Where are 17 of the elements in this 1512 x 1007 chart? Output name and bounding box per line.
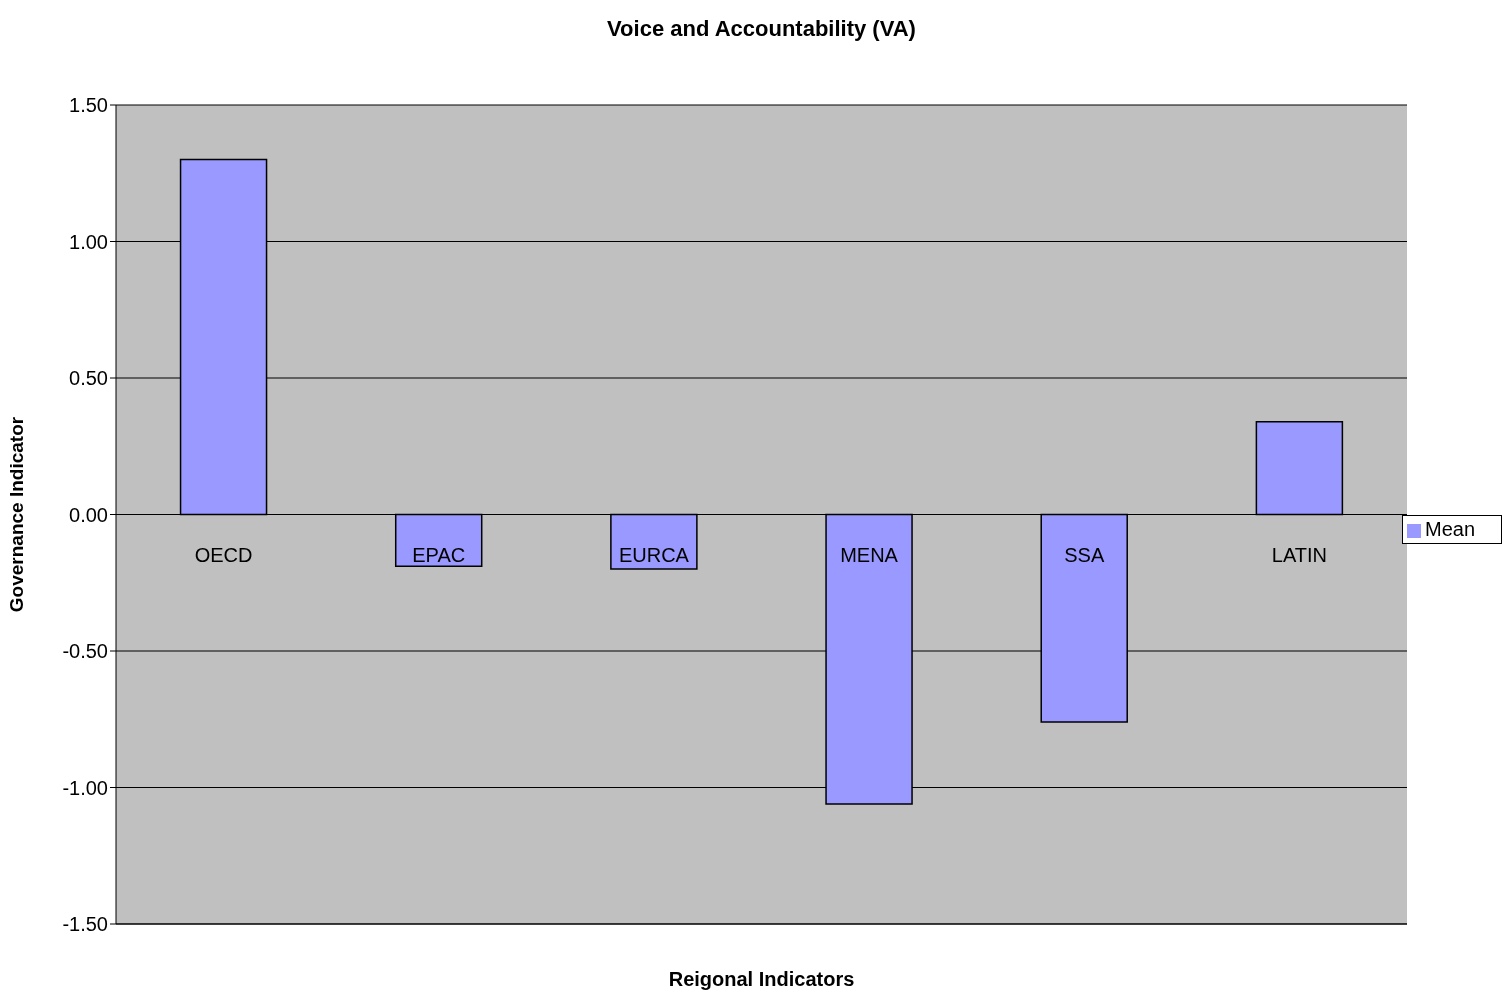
- y-axis-title: Governance Indicator: [5, 416, 27, 613]
- x-tick-label: MENA: [840, 544, 899, 566]
- y-tick-label: 1.00: [69, 230, 108, 253]
- y-tick-label: -0.50: [62, 640, 108, 663]
- chart-title: Voice and Accountability (VA): [606, 16, 917, 42]
- x-tick-label: SSA: [1064, 544, 1105, 566]
- y-tick-label: 0.50: [69, 367, 108, 390]
- y-tick-label: 0.00: [69, 503, 108, 526]
- x-tick-label: OECD: [194, 544, 253, 566]
- x-tick-label: EURCA: [618, 544, 690, 566]
- y-tick-label: -1.50: [62, 913, 108, 936]
- y-tick-label: 1.50: [69, 94, 108, 117]
- x-axis-title: Reigonal Indicators: [667, 968, 856, 991]
- x-tick-label: LATIN: [1271, 544, 1328, 566]
- x-tick-label: EPAC: [412, 544, 466, 566]
- y-tick-label: -1.00: [62, 776, 108, 799]
- legend-label: Mean: [1425, 518, 1476, 540]
